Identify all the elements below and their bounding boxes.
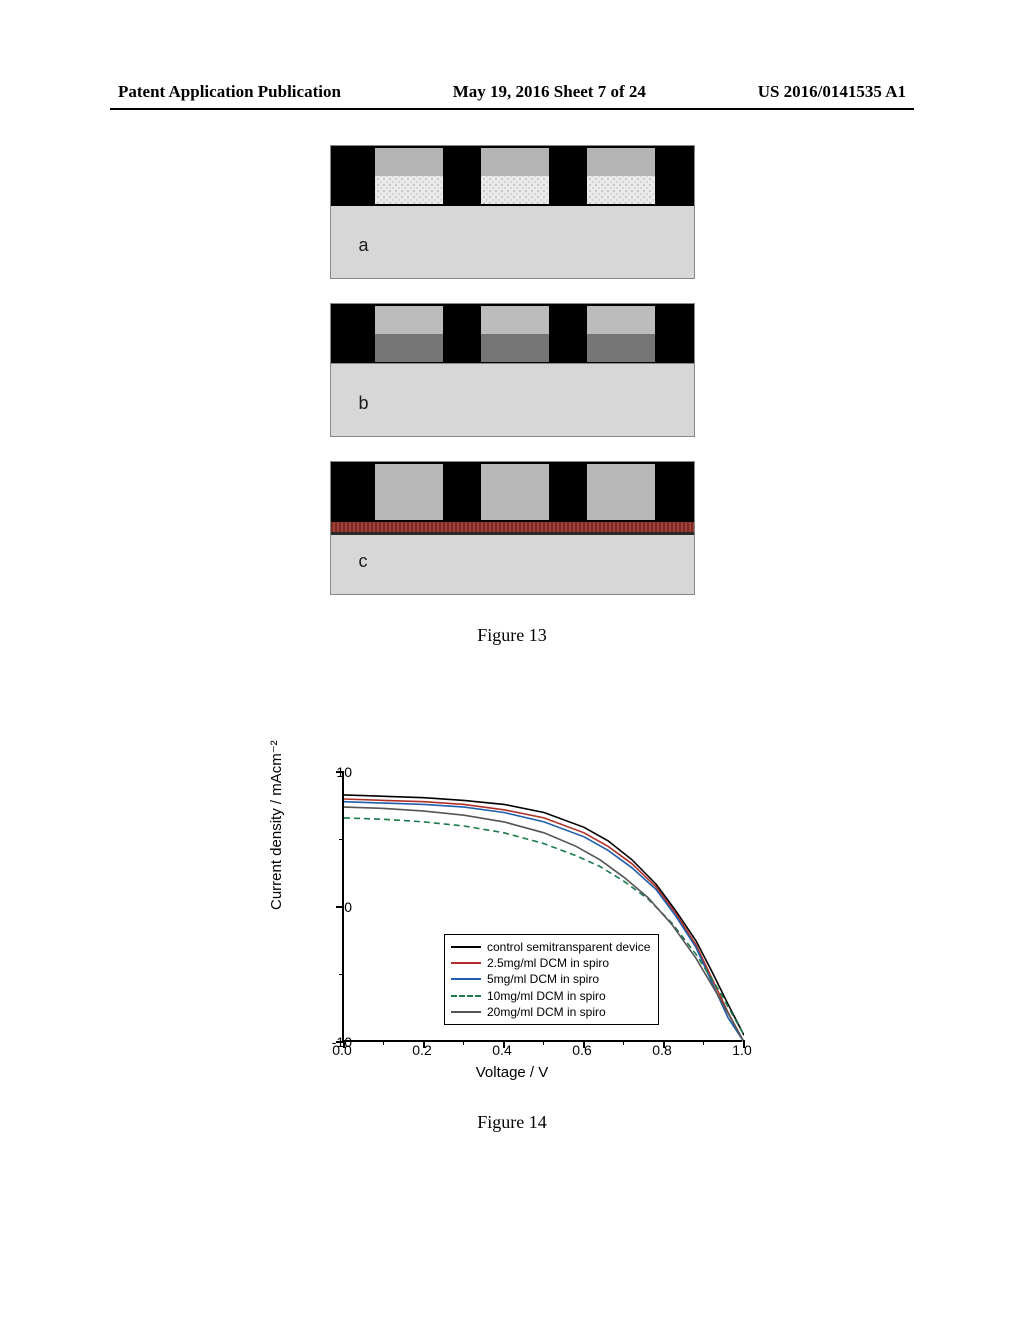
panel-a-slot-1 <box>375 148 443 204</box>
header-rule <box>110 108 914 110</box>
figure14-caption: Figure 14 <box>477 1112 547 1133</box>
legend-swatch <box>451 946 481 948</box>
panel-c-label: c <box>359 551 368 572</box>
y-axis-label: Current density / mAcm⁻² <box>267 740 285 910</box>
panel-a-slot-3 <box>587 148 655 204</box>
x-tick-label: 0.4 <box>492 1042 511 1058</box>
figure13: a b c Figure 13 <box>0 145 1024 646</box>
legend-label: 20mg/ml DCM in spiro <box>487 1004 606 1020</box>
x-axis-label: Voltage / V <box>262 1064 762 1081</box>
legend-row: 2.5mg/ml DCM in spiro <box>451 955 650 971</box>
x-tick-label: 0.0 <box>332 1042 351 1058</box>
y-tick-label: 10 <box>336 764 352 780</box>
legend-swatch <box>451 962 481 964</box>
figure13-panel-b: b <box>330 303 695 437</box>
figure13-caption: Figure 13 <box>477 625 547 646</box>
x-tick-label: 0.6 <box>572 1042 591 1058</box>
header-center: May 19, 2016 Sheet 7 of 24 <box>341 82 758 102</box>
panel-c-stripe-dark <box>331 532 694 535</box>
figure13-panel-a: a <box>330 145 695 279</box>
x-tick-label: 1.0 <box>732 1042 751 1058</box>
panel-c-stripe <box>331 522 694 532</box>
legend-row: 20mg/ml DCM in spiro <box>451 1004 650 1020</box>
legend-label: control semitransparent device <box>487 939 650 955</box>
legend-swatch <box>451 1011 481 1013</box>
legend-label: 5mg/ml DCM in spiro <box>487 971 599 987</box>
panel-c-slot-3 <box>587 464 655 520</box>
figure14-chart: Current density / mAcm⁻² control semitra… <box>262 760 762 1090</box>
panel-a-label: a <box>359 235 369 256</box>
panel-b-slot-2 <box>481 306 549 362</box>
legend-label: 10mg/ml DCM in spiro <box>487 988 606 1004</box>
plot-area: control semitransparent device2.5mg/ml D… <box>342 772 742 1042</box>
legend-row: 5mg/ml DCM in spiro <box>451 971 650 987</box>
chart-legend: control semitransparent device2.5mg/ml D… <box>444 934 659 1025</box>
y-tick-label: 0 <box>344 899 352 915</box>
figure13-panel-c: c <box>330 461 695 595</box>
panel-c-slot-2 <box>481 464 549 520</box>
panel-b-slot-3 <box>587 306 655 362</box>
header-right: US 2016/0141535 A1 <box>758 82 906 102</box>
x-tick-label: 0.8 <box>652 1042 671 1058</box>
legend-swatch <box>451 995 481 997</box>
panel-b-slot-1 <box>375 306 443 362</box>
legend-swatch <box>451 978 481 980</box>
figure14: Current density / mAcm⁻² control semitra… <box>0 760 1024 1133</box>
legend-label: 2.5mg/ml DCM in spiro <box>487 955 609 971</box>
x-tick-label: 0.2 <box>412 1042 431 1058</box>
panel-b-label: b <box>359 393 369 414</box>
page-header: Patent Application Publication May 19, 2… <box>118 82 906 102</box>
legend-row: control semitransparent device <box>451 939 650 955</box>
panel-a-slot-2 <box>481 148 549 204</box>
panel-c-slot-1 <box>375 464 443 520</box>
header-left: Patent Application Publication <box>118 82 341 102</box>
legend-row: 10mg/ml DCM in spiro <box>451 988 650 1004</box>
